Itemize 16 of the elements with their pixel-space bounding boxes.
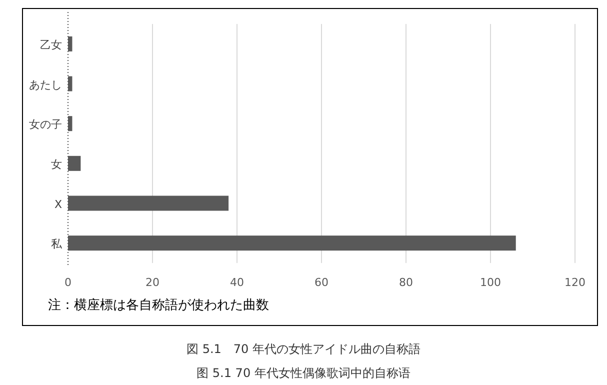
text: 注：横座標は各自称語が使われた曲数 (48, 297, 269, 313)
x-tick-label: 40 (230, 276, 244, 289)
x-tick-label: 0 (64, 276, 72, 289)
x-tick-label: 60 (314, 276, 328, 289)
caption: 图 5.1 70 年代女性偶像歌词中的自称语 (196, 366, 410, 380)
x-tick-label: 20 (146, 276, 160, 289)
y-tick-label: あたし (29, 78, 62, 92)
y-tick-label: X (54, 198, 62, 211)
caption: 図 5.1 70 年代の女性アイドル曲の自称語 (186, 342, 420, 356)
y-tick-label: 女の子 (29, 118, 62, 132)
x-tick-label: 80 (399, 276, 413, 289)
y-tick-label: 私 (51, 238, 63, 251)
y-tick-label: 乙女 (40, 38, 62, 52)
x-tick-label: 100 (480, 276, 501, 289)
y-tick-label: 女 (51, 158, 62, 171)
x-tick-label: 120 (564, 276, 586, 289)
